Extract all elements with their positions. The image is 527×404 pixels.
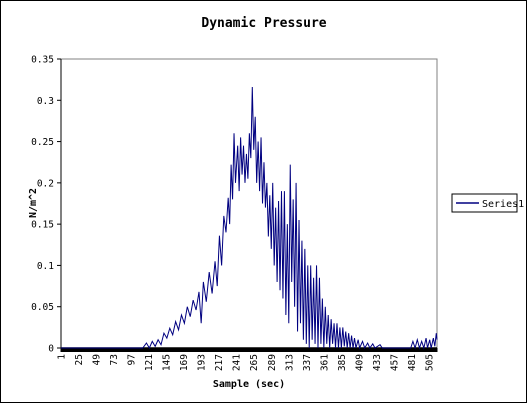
plot-area: 0 0.05 0.1 0.15 0.2 0.25 0.3 0.35 1 25 49 73 97 121 14…	[31, 55, 438, 371]
x-tick-label: 217	[214, 354, 225, 371]
x-tick-label: 241	[232, 354, 243, 371]
series-line-1	[61, 87, 438, 350]
y-tick-label: 0.3	[37, 96, 54, 107]
x-tick-label: 337	[302, 354, 313, 371]
x-tick-label: 505	[424, 354, 435, 371]
y-tick-label: 0	[48, 344, 54, 355]
x-tick-label: 457	[389, 354, 400, 371]
x-axis-tick-band	[60, 348, 438, 352]
y-tick-label: 0.05	[31, 302, 54, 313]
y-tick-label: 0.15	[31, 220, 54, 231]
legend-box	[451, 193, 518, 213]
x-tick-label: 73	[109, 354, 120, 365]
x-tick-label: 265	[249, 354, 260, 371]
y-tick-label: 0.1	[37, 261, 54, 272]
x-tick-label: 97	[127, 354, 138, 365]
x-tick-label: 49	[92, 354, 103, 366]
x-tick-label: 169	[179, 354, 190, 371]
y-axis-title: N/m^2	[28, 188, 39, 218]
x-axis-title: Sample (sec)	[213, 379, 285, 390]
x-tick-label: 1	[57, 354, 68, 360]
y-tick-label: 0.25	[31, 137, 54, 148]
x-tick-label: 385	[337, 354, 348, 371]
x-tick-label: 145	[162, 354, 173, 371]
chart-title: Dynamic Pressure	[201, 16, 326, 31]
x-tick-label: 409	[354, 354, 365, 371]
x-tick-label: 481	[407, 354, 418, 371]
x-tick-label: 433	[372, 354, 383, 371]
y-tick-label: 0.35	[31, 55, 54, 66]
legend: Series1	[451, 193, 524, 213]
x-tick-label: 313	[284, 354, 295, 371]
x-tick-label: 25	[74, 354, 85, 365]
x-tick-label: 121	[144, 354, 155, 371]
x-tick-label: 193	[197, 354, 208, 371]
plot-border	[60, 58, 438, 349]
legend-series1-label: Series1	[482, 199, 524, 210]
y-tick-label: 0.2	[37, 178, 54, 189]
x-tick-label: 361	[319, 354, 330, 371]
x-tick-label: 289	[267, 354, 278, 371]
